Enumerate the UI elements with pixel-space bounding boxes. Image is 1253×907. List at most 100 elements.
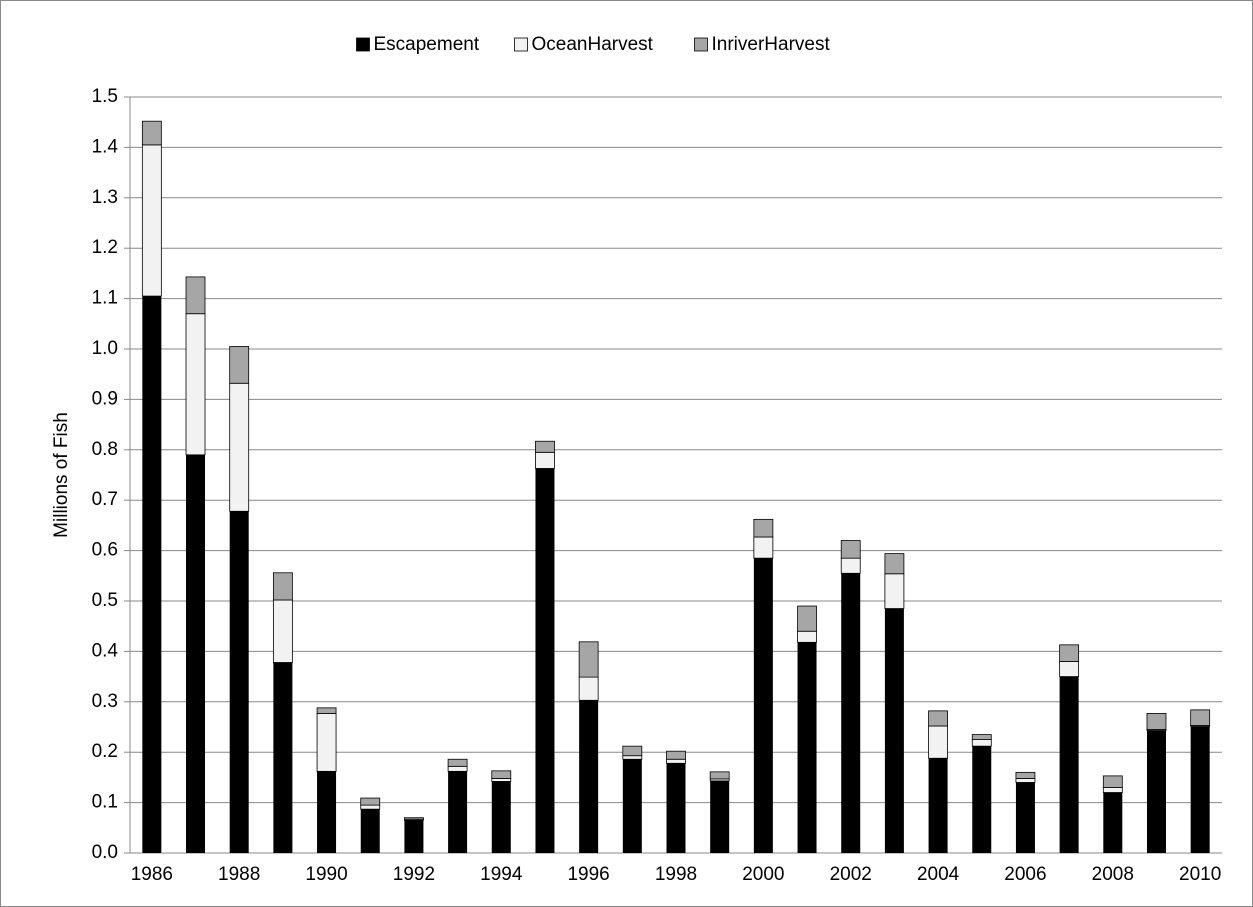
bar-segment bbox=[1190, 726, 1210, 853]
bar-segment bbox=[972, 746, 992, 853]
legend-swatch bbox=[694, 37, 708, 52]
bar-segment bbox=[185, 313, 206, 456]
bar-segment bbox=[185, 276, 206, 315]
y-tick-label: 0.5 bbox=[92, 590, 118, 611]
bar-segment bbox=[316, 707, 337, 714]
y-tick-label: 0.6 bbox=[92, 540, 118, 561]
bar-segment bbox=[1015, 771, 1036, 779]
legend-label: Escapement bbox=[374, 34, 480, 55]
bar-segment bbox=[753, 536, 774, 559]
bar-segment bbox=[666, 758, 686, 764]
bar-segment bbox=[404, 820, 424, 853]
y-tick-label: 0.3 bbox=[92, 691, 118, 712]
bar-segment bbox=[491, 770, 512, 779]
bar-segment bbox=[317, 771, 337, 853]
bar-segment bbox=[229, 511, 249, 853]
bar-segment bbox=[1103, 792, 1123, 853]
y-tick-label: 1.1 bbox=[92, 288, 118, 309]
x-tick-label: 2006 bbox=[1004, 864, 1046, 885]
legend-label: OceanHarvest bbox=[532, 34, 654, 55]
bar-segment bbox=[578, 676, 599, 701]
bar-segment bbox=[971, 734, 992, 740]
bar-segment bbox=[622, 755, 643, 760]
x-tick-label: 2008 bbox=[1092, 864, 1134, 885]
bar-segment bbox=[797, 642, 817, 853]
y-axis-label: Millions of Fish bbox=[51, 412, 72, 538]
bar-segment bbox=[272, 599, 293, 663]
bar-segment bbox=[1102, 787, 1123, 793]
bar-segment bbox=[491, 781, 511, 853]
bar-segment bbox=[316, 712, 337, 772]
bar-segment bbox=[535, 468, 555, 853]
bar-segment bbox=[1102, 775, 1123, 788]
x-tick-label: 2004 bbox=[917, 864, 960, 885]
bar-segment bbox=[666, 763, 686, 853]
y-tick-label: 0.8 bbox=[92, 439, 118, 460]
x-tick-label: 1998 bbox=[655, 864, 697, 885]
bar-segment bbox=[141, 120, 162, 146]
bar-segment bbox=[971, 739, 992, 747]
y-tick-label: 0.0 bbox=[92, 842, 118, 863]
bar-segment bbox=[360, 809, 380, 853]
bar-segment bbox=[1146, 712, 1167, 730]
bar-segment bbox=[141, 144, 162, 297]
bar-segment bbox=[797, 605, 817, 632]
bar-segment bbox=[928, 758, 948, 853]
bar-segment bbox=[535, 451, 555, 469]
bar-segment bbox=[535, 440, 555, 453]
bar-segment bbox=[753, 518, 774, 538]
bar-segment bbox=[272, 572, 293, 601]
y-tick-label: 0.1 bbox=[92, 792, 118, 813]
x-tick-label: 1986 bbox=[131, 864, 173, 885]
bar-segment bbox=[1059, 661, 1080, 677]
bar-segment bbox=[360, 804, 381, 810]
bar-segment bbox=[709, 771, 730, 780]
bar-segment bbox=[622, 745, 643, 757]
y-tick-label: 1.3 bbox=[92, 187, 118, 208]
bar-segment bbox=[447, 758, 468, 767]
bar-segment bbox=[710, 780, 730, 853]
bar-segment bbox=[840, 557, 861, 574]
bar-segment bbox=[1146, 730, 1166, 853]
bar-segment bbox=[360, 797, 381, 806]
y-tick-label: 0.9 bbox=[92, 388, 118, 409]
bar-segment bbox=[229, 382, 250, 512]
bar-segment bbox=[841, 573, 861, 853]
bar-segment bbox=[579, 700, 599, 853]
bar-segment bbox=[448, 771, 468, 853]
x-tick-label: 2002 bbox=[830, 864, 872, 885]
bar-segment bbox=[229, 346, 250, 384]
x-tick-label: 2010 bbox=[1179, 864, 1221, 885]
bar-segment bbox=[578, 641, 599, 678]
bar-segment bbox=[404, 817, 424, 820]
bar-segment bbox=[797, 630, 817, 643]
bar-segment bbox=[1015, 778, 1036, 783]
bar-segment bbox=[186, 454, 206, 853]
y-tick-label: 1.4 bbox=[92, 136, 119, 157]
legend-label: InriverHarvest bbox=[712, 34, 831, 55]
bar-segment bbox=[273, 662, 293, 853]
bar-segment bbox=[447, 765, 468, 772]
y-tick-label: 1.5 bbox=[92, 86, 118, 107]
x-tick-label: 1988 bbox=[218, 864, 260, 885]
y-tick-label: 0.2 bbox=[92, 741, 118, 762]
y-tick-label: 1.2 bbox=[92, 237, 118, 258]
bar-segment bbox=[840, 540, 861, 559]
bar-segment bbox=[884, 573, 905, 609]
bar-segment bbox=[622, 759, 642, 853]
x-tick-label: 1994 bbox=[480, 864, 523, 885]
y-tick-label: 0.4 bbox=[92, 640, 119, 661]
x-tick-label: 1990 bbox=[305, 864, 347, 885]
bar-segment bbox=[884, 553, 905, 575]
bar-segment bbox=[1059, 676, 1079, 853]
x-tick-label: 1996 bbox=[567, 864, 609, 885]
y-tick-label: 1.0 bbox=[92, 338, 118, 359]
bar-segment bbox=[666, 750, 686, 760]
bar-segment bbox=[1015, 782, 1035, 853]
bar-segment bbox=[491, 778, 512, 782]
bar-segment bbox=[928, 710, 948, 727]
bar-segment bbox=[142, 296, 162, 854]
x-tick-label: 1992 bbox=[393, 864, 435, 885]
bar-segment bbox=[884, 608, 904, 853]
